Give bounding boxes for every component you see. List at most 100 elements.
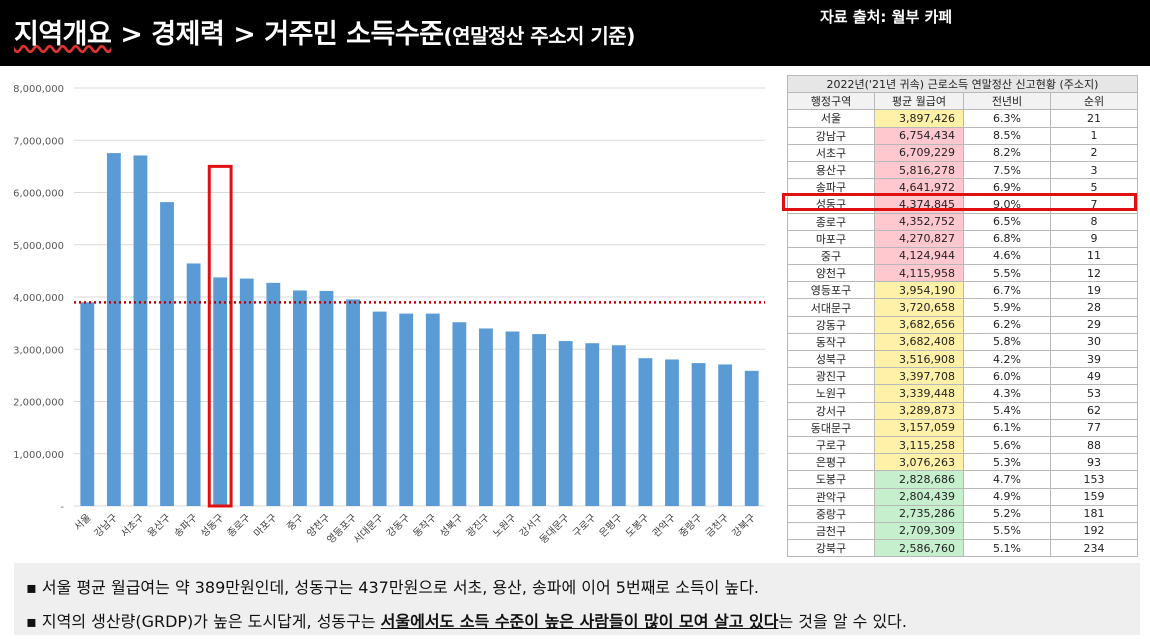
yoy-cell: 4.3% bbox=[963, 384, 1051, 403]
region-cell: 양천구 bbox=[787, 264, 875, 283]
x-tick-label: 서울 bbox=[72, 512, 94, 534]
yoy-cell: 6.0% bbox=[963, 367, 1051, 386]
yoy-cell: 4.6% bbox=[963, 246, 1051, 266]
note-2-before: ▪ 지역의 생산량(GRDP)가 높은 도시답게, 성동구는 bbox=[26, 612, 381, 631]
rank-cell: 12 bbox=[1050, 264, 1138, 283]
table-header-rank: 순위 bbox=[1050, 92, 1138, 111]
yoy-cell: 6.3% bbox=[963, 109, 1051, 128]
rank-cell: 153 bbox=[1050, 470, 1138, 489]
rank-cell: 62 bbox=[1050, 401, 1138, 420]
bar bbox=[399, 313, 414, 506]
region-cell: 성북구 bbox=[787, 349, 875, 369]
x-tick-label: 관악구 bbox=[650, 512, 678, 540]
region-cell: 광진구 bbox=[787, 367, 875, 386]
yoy-cell: 5.2% bbox=[963, 504, 1051, 523]
salary-cell: 3,289,873 bbox=[874, 401, 964, 420]
table-caption: 2022년('21년 귀속) 근로소득 연말정산 신고현황 (주소지) bbox=[787, 74, 1138, 94]
bar bbox=[638, 358, 653, 506]
salary-cell: 5,816,278 bbox=[874, 160, 964, 180]
yoy-cell: 4.9% bbox=[963, 487, 1051, 506]
bar bbox=[611, 345, 626, 506]
salary-cell: 6,754,434 bbox=[874, 126, 964, 145]
region-cell: 은평구 bbox=[787, 453, 875, 472]
table-row: 종로구 4,352,752 6.5% 8 bbox=[787, 212, 1138, 231]
x-tick-label: 구로구 bbox=[571, 512, 598, 539]
title-part2: > 경제력 > 거주민 소득수준 bbox=[111, 19, 444, 50]
table-row: 동작구 3,682,408 5.8% 30 bbox=[787, 332, 1138, 352]
salary-cell: 3,339,448 bbox=[874, 384, 964, 403]
table-row: 중랑구 2,735,286 5.2% 181 bbox=[787, 504, 1138, 523]
income-bar-chart: - 1,000,000 2,000,000 3,000,000 4,000,000 5,0… bbox=[13, 84, 765, 546]
region-cell: 서초구 bbox=[787, 143, 875, 162]
y-tick-label: 2,000,000 bbox=[13, 398, 64, 409]
table-header-salary: 평균 월급여 bbox=[874, 92, 964, 111]
salary-cell: 3,954,190 bbox=[874, 281, 964, 300]
y-tick-label: 1,000,000 bbox=[13, 450, 64, 461]
table-row: 노원구 3,339,448 4.3% 53 bbox=[787, 384, 1138, 403]
rank-cell: 21 bbox=[1050, 109, 1138, 128]
bar bbox=[505, 331, 520, 506]
bar bbox=[266, 282, 281, 506]
yoy-cell: 5.4% bbox=[963, 401, 1051, 420]
x-tick-label: 마포구 bbox=[251, 512, 279, 540]
region-cell: 관악구 bbox=[787, 487, 875, 506]
rank-cell: 93 bbox=[1050, 453, 1138, 472]
y-tick-label: 6,000,000 bbox=[13, 189, 64, 200]
table-row: 강남구 6,754,434 8.5% 1 bbox=[787, 126, 1138, 145]
x-tick-label: 서초구 bbox=[119, 512, 147, 540]
salary-cell: 4,124,944 bbox=[874, 246, 964, 266]
yoy-cell: 6.2% bbox=[963, 315, 1051, 334]
salary-cell: 3,157,059 bbox=[874, 418, 964, 437]
bar bbox=[213, 277, 228, 506]
x-tick-label: 성동구 bbox=[198, 512, 226, 540]
x-tick-label: 성북구 bbox=[437, 512, 465, 540]
salary-cell: 3,076,263 bbox=[874, 453, 964, 472]
yoy-cell: 5.3% bbox=[963, 453, 1051, 472]
highlight-box bbox=[207, 164, 233, 508]
table-row: 관악구 2,804,439 4.9% 159 bbox=[787, 487, 1138, 506]
salary-cell: 3,682,656 bbox=[874, 315, 964, 334]
rank-cell: 3 bbox=[1050, 160, 1138, 180]
bar bbox=[452, 322, 467, 506]
bar bbox=[585, 343, 600, 506]
yoy-cell: 8.5% bbox=[963, 126, 1051, 145]
salary-cell: 4,641,972 bbox=[874, 178, 964, 197]
yoy-cell: 5.9% bbox=[963, 298, 1051, 317]
rank-cell: 29 bbox=[1050, 315, 1138, 334]
table-row: 강북구 2,586,760 5.1% 234 bbox=[787, 539, 1138, 558]
yoy-cell: 6.8% bbox=[963, 229, 1051, 248]
region-cell: 서대문구 bbox=[787, 298, 875, 317]
salary-cell: 3,720,658 bbox=[874, 298, 964, 317]
table-header-region: 행정구역 bbox=[787, 92, 875, 111]
region-cell: 노원구 bbox=[787, 384, 875, 403]
y-tick-label: 8,000,000 bbox=[13, 84, 64, 95]
rank-cell: 39 bbox=[1050, 349, 1138, 369]
rank-cell: 9 bbox=[1050, 229, 1138, 248]
rank-cell: 2 bbox=[1050, 143, 1138, 162]
region-cell: 강동구 bbox=[787, 315, 875, 334]
bar bbox=[532, 334, 547, 506]
bar bbox=[239, 278, 254, 506]
region-cell: 금천구 bbox=[787, 521, 875, 541]
table-row: 금천구 2,709,309 5.5% 192 bbox=[787, 521, 1138, 541]
table-row: 마포구 4,270,827 6.8% 9 bbox=[787, 229, 1138, 248]
rank-cell: 192 bbox=[1050, 521, 1138, 541]
table-row: 은평구 3,076,263 5.3% 93 bbox=[787, 453, 1138, 472]
table-row: 도봉구 2,828,686 4.7% 153 bbox=[787, 470, 1138, 489]
bar bbox=[665, 359, 679, 506]
region-cell: 영등포구 bbox=[787, 281, 875, 300]
salary-cell: 3,897,426 bbox=[874, 109, 964, 128]
note-2-emphasis: 서울에서도 소득 수준이 높은 사람들이 많이 모여 살고 있다 bbox=[380, 612, 779, 631]
salary-cell: 2,735,286 bbox=[874, 504, 964, 523]
table-row: 영등포구 3,954,190 6.7% 19 bbox=[787, 281, 1138, 300]
x-tick-label: 동작구 bbox=[411, 512, 439, 540]
region-cell: 동대문구 bbox=[787, 418, 875, 437]
rank-cell: 19 bbox=[1050, 281, 1138, 300]
yoy-cell: 5.6% bbox=[963, 435, 1051, 455]
note-1: ▪ 서울 평균 월급여는 약 389만원인데, 성동구는 437만원으로 서초,… bbox=[26, 578, 760, 597]
yoy-cell: 5.5% bbox=[963, 521, 1051, 541]
y-tick-label: - bbox=[60, 502, 64, 513]
yoy-cell: 6.1% bbox=[963, 418, 1051, 437]
region-cell: 마포구 bbox=[787, 229, 875, 248]
bar bbox=[80, 302, 95, 506]
